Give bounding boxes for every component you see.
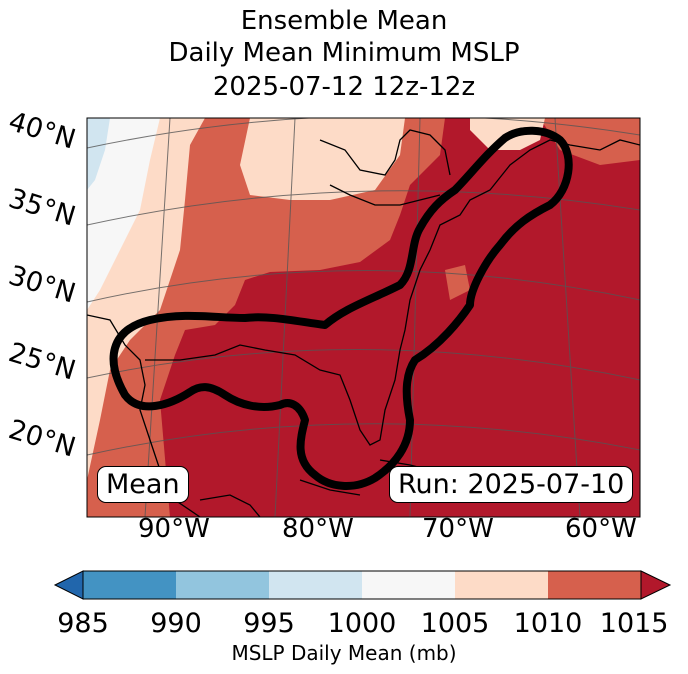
mslp-contour (109, 126, 573, 490)
map-frame (86, 117, 641, 518)
colorbar-segment-985-990 (83, 571, 176, 599)
colorbar-tick-985: 985 (57, 608, 109, 639)
field-1000-1005 (87, 118, 160, 310)
colorbar-tick-990: 990 (150, 608, 202, 639)
title-line-2: Daily Mean Minimum MSLP (168, 38, 520, 68)
lon-label-80w: 80°W (282, 514, 354, 544)
colorbar-segment-990-995 (176, 571, 269, 599)
colorbar-segment-1005-1010 (455, 571, 548, 599)
title-line-3: 2025-07-12 12z-12z (212, 72, 476, 102)
map-field (87, 118, 640, 517)
colorbar-tick-1005: 1005 (420, 608, 490, 639)
colorbar-extend-low (53, 570, 84, 600)
colorbar-segment-1000-1005 (362, 571, 455, 599)
field-1005-1010-b (240, 118, 405, 200)
colorbar-tick-1015: 1015 (599, 608, 669, 639)
title-line-1: Ensemble Mean (240, 6, 448, 36)
colorbar (53, 570, 672, 600)
colorbar-segment-1010-1015 (548, 571, 641, 599)
colorbar-label: MSLP Daily Mean (mb) (231, 641, 457, 665)
colorbar-segment-995-1000 (269, 571, 362, 599)
colorbar-tick-1000: 1000 (327, 608, 397, 639)
lon-label-90w: 90°W (138, 514, 210, 544)
field-995-1000 (87, 118, 110, 190)
run-date-label-box: Run: 2025-07-10 (389, 466, 634, 503)
lon-label-60w: 60°W (565, 514, 637, 544)
mean-label-box: Mean (97, 466, 189, 503)
lon-label-70w: 70°W (422, 514, 494, 544)
colorbar-extend-high (640, 570, 672, 600)
colorbar-tick-995: 995 (243, 608, 295, 639)
field-1010-1015-b (540, 118, 640, 165)
colorbar-tick-1010: 1010 (513, 608, 583, 639)
